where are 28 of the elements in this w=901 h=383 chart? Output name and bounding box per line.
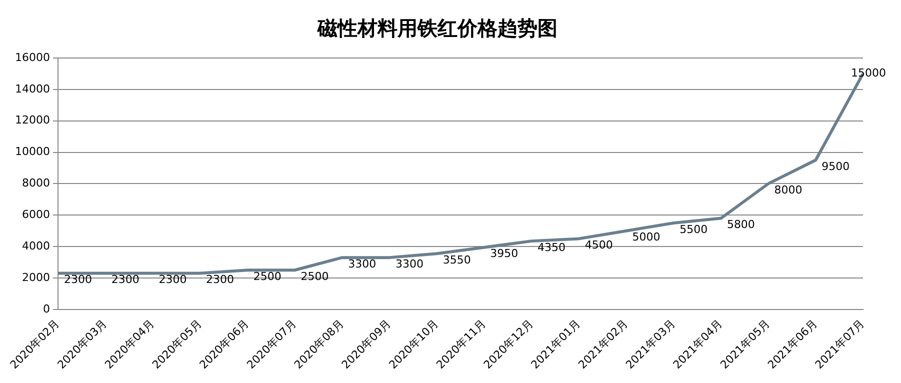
data-label: 5800 bbox=[726, 218, 755, 232]
y-tick-label: 12000 bbox=[14, 114, 50, 127]
y-tick-label: 14000 bbox=[14, 82, 50, 96]
data-label: 3300 bbox=[348, 257, 376, 270]
data-label: 3950 bbox=[490, 247, 518, 260]
data-label: 3550 bbox=[442, 253, 471, 266]
data-label: 8000 bbox=[774, 184, 802, 197]
data-label: 2500 bbox=[253, 270, 282, 283]
data-label: 9500 bbox=[822, 160, 850, 173]
y-tick-label: 0 bbox=[42, 302, 50, 316]
y-tick-label: 10000 bbox=[14, 145, 50, 158]
data-label: 5500 bbox=[680, 222, 708, 236]
data-label: 2300 bbox=[64, 273, 92, 286]
data-label: 2300 bbox=[158, 273, 187, 286]
chart-title: 磁性材料用铁红价格趋势图 bbox=[316, 16, 558, 40]
data-label: 3300 bbox=[395, 257, 424, 270]
data-label: 2300 bbox=[206, 273, 234, 286]
data-label: 4350 bbox=[538, 240, 566, 254]
y-tick-label: 8000 bbox=[22, 176, 50, 190]
data-label: 4500 bbox=[584, 238, 613, 252]
y-tick-label: 16000 bbox=[14, 50, 50, 64]
data-label: 2500 bbox=[300, 270, 329, 283]
y-tick-label: 2000 bbox=[22, 270, 50, 284]
data-label: 5000 bbox=[632, 230, 660, 244]
y-tick-label: 6000 bbox=[22, 208, 50, 221]
data-label: 15000 bbox=[851, 66, 886, 80]
data-label: 2300 bbox=[111, 273, 140, 286]
y-tick-label: 4000 bbox=[22, 239, 50, 252]
